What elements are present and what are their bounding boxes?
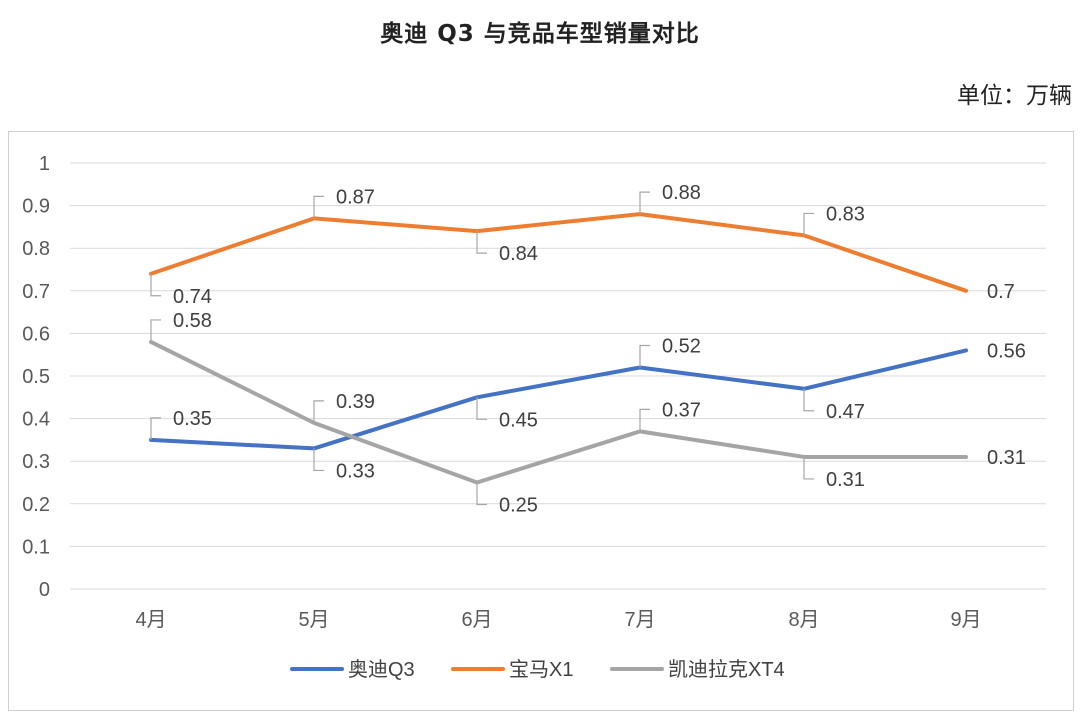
y-tick-label: 0.4 <box>22 409 50 431</box>
x-tick-label: 9月 <box>950 609 981 631</box>
x-tick-label: 5月 <box>298 609 329 631</box>
y-tick-label: 0.7 <box>22 281 50 303</box>
data-label: 0.39 <box>336 391 375 413</box>
data-label: 0.87 <box>336 186 375 208</box>
label-leader <box>313 195 324 219</box>
x-axis-ticks: 4月 5月 6月 7月 8月 9月 <box>135 609 981 631</box>
label-leader <box>476 397 487 420</box>
label-leader <box>476 482 487 506</box>
x-tick-label: 7月 <box>624 609 655 631</box>
label-leader <box>803 212 814 236</box>
legend-label: 凯迪拉克XT4 <box>668 658 785 681</box>
y-tick-label: 0.5 <box>22 366 50 388</box>
data-label: 0.37 <box>662 399 701 421</box>
data-label: 0.74 <box>173 286 212 308</box>
grid-lines <box>70 162 1046 590</box>
series-lines <box>149 212 968 485</box>
label-leader <box>313 448 324 472</box>
label-leader <box>803 388 814 412</box>
y-tick-label: 0 <box>39 579 50 601</box>
data-label: 0.31 <box>987 447 1026 469</box>
series-line <box>149 212 968 293</box>
series-line <box>149 339 968 485</box>
label-leader <box>150 319 161 342</box>
y-tick-label: 0.9 <box>22 196 50 218</box>
data-label: 0.83 <box>826 203 865 225</box>
label-leader <box>639 344 650 368</box>
y-axis-ticks: 0 0.1 0.2 0.3 0.4 0.5 0.6 0.7 0.8 0.9 1 <box>22 153 50 601</box>
data-label: 0.7 <box>987 281 1015 303</box>
data-label: 0.25 <box>499 495 538 517</box>
data-labels: 0.35 0.33 0.45 0.52 0.47 0.56 0.74 0.87 0.84 0.88… <box>150 182 1026 517</box>
data-label: 0.58 <box>173 310 212 332</box>
y-tick-label: 0.6 <box>22 323 50 345</box>
legend-label: 奥迪Q3 <box>348 658 415 681</box>
label-leader <box>150 417 161 440</box>
y-tick-label: 0.3 <box>22 451 50 473</box>
label-leader <box>150 273 161 297</box>
label-leader <box>803 456 814 480</box>
x-tick-label: 4月 <box>135 609 166 631</box>
label-leader <box>639 191 650 215</box>
series-line <box>149 348 968 451</box>
data-label: 0.52 <box>662 335 701 357</box>
data-label: 0.35 <box>173 408 212 430</box>
data-label: 0.31 <box>826 469 865 491</box>
label-leader <box>476 231 487 254</box>
label-leader <box>639 408 650 432</box>
y-tick-label: 0.2 <box>22 494 50 516</box>
x-tick-label: 6月 <box>461 609 492 631</box>
y-tick-label: 0.8 <box>22 238 50 260</box>
data-label: 0.45 <box>499 409 538 431</box>
y-tick-label: 1 <box>39 153 50 175</box>
chart-title: 奥迪 Q3 与竞品车型销量对比 <box>380 21 700 47</box>
data-label: 0.88 <box>662 182 701 204</box>
data-label: 0.56 <box>987 340 1026 362</box>
y-tick-label: 0.1 <box>22 536 50 558</box>
legend-label: 宝马X1 <box>509 658 573 681</box>
data-label: 0.84 <box>499 243 538 265</box>
unit-label: 单位：万辆 <box>957 83 1072 109</box>
data-label: 0.47 <box>826 401 865 423</box>
x-tick-label: 8月 <box>788 609 819 631</box>
label-leader <box>313 400 324 423</box>
data-label: 0.33 <box>336 460 375 482</box>
legend: 奥迪Q3 宝马X1 凯迪拉克XT4 <box>290 658 785 681</box>
